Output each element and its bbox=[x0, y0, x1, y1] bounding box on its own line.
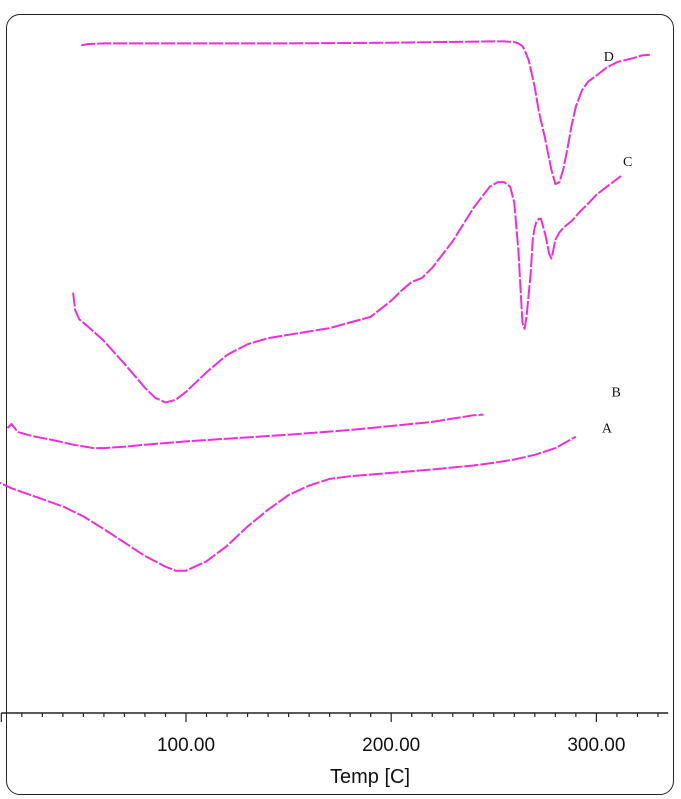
curves-group bbox=[0, 40, 650, 572]
curve-c bbox=[72, 175, 622, 404]
curve-d bbox=[81, 40, 650, 186]
curve-label-c: C bbox=[623, 155, 632, 170]
curve-a bbox=[0, 435, 577, 572]
curve-label-d: D bbox=[604, 50, 614, 65]
x-tick-label: 200.00 bbox=[362, 735, 420, 756]
curve-b bbox=[6, 413, 484, 450]
curve-labels-group: D C B A bbox=[602, 50, 632, 437]
x-tick-label: 300.00 bbox=[567, 735, 625, 756]
x-tick-label: 100.00 bbox=[157, 735, 215, 756]
x-axis: 100.00 200.00 300.00 bbox=[0, 712, 669, 756]
curve-label-a: A bbox=[602, 422, 613, 437]
curve-label-b: B bbox=[612, 386, 621, 401]
x-axis-title: Temp [C] bbox=[330, 766, 410, 788]
chart-frame bbox=[6, 14, 674, 795]
